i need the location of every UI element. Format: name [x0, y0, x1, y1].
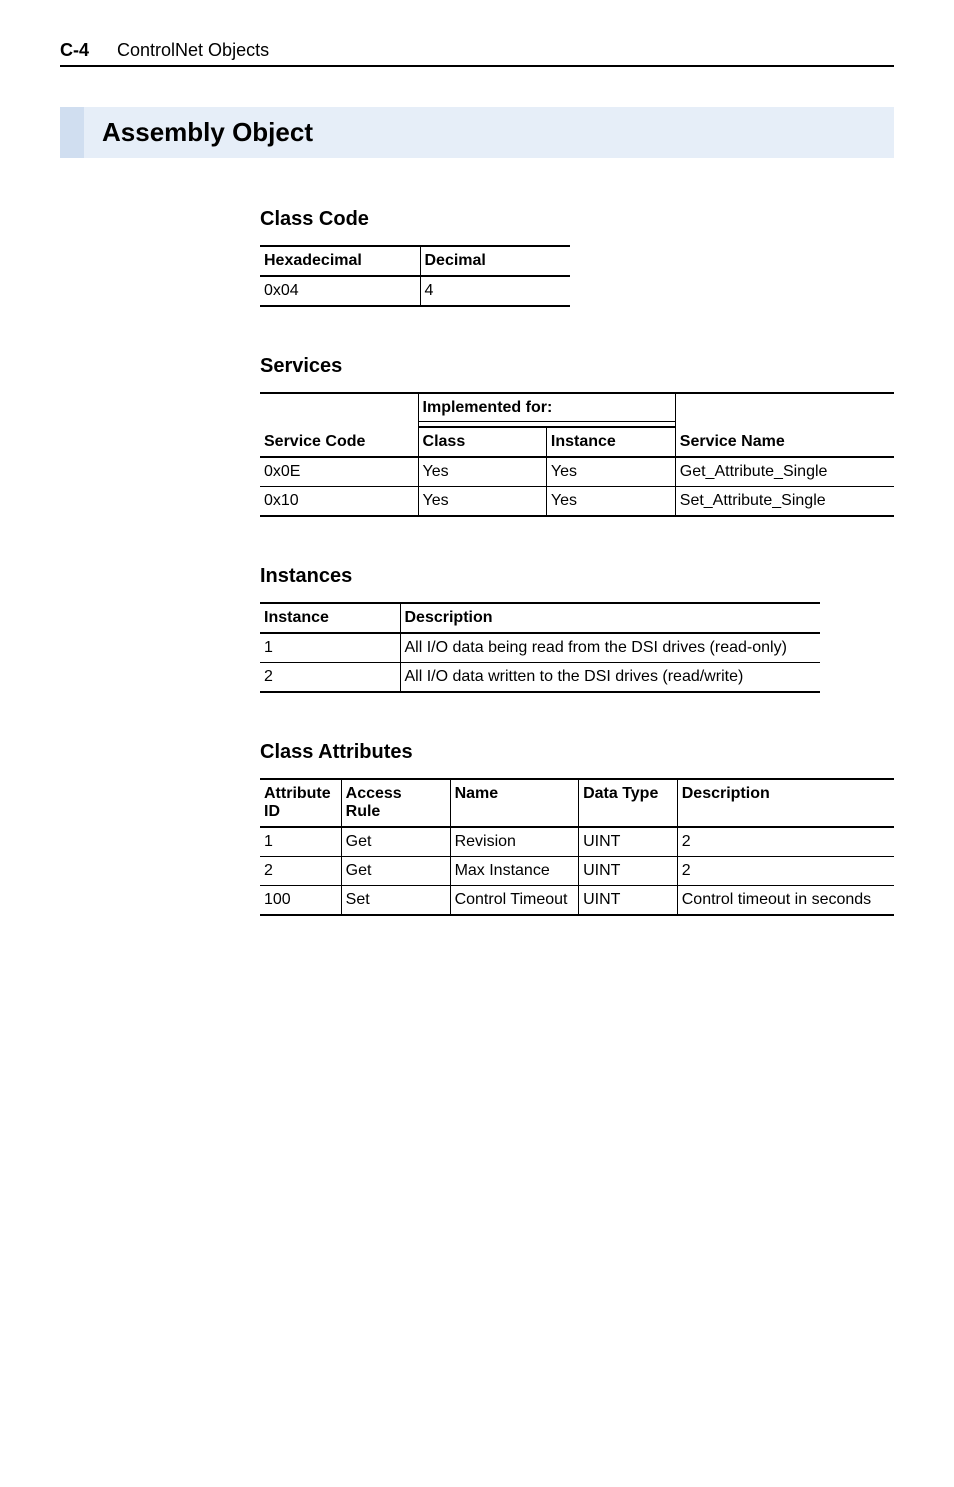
class-attributes-heading: Class Attributes — [260, 741, 894, 764]
page-header: C-4 ControlNet Objects — [60, 40, 894, 67]
table-row: 1 All I/O data being read from the DSI d… — [260, 633, 820, 663]
cell: All I/O data being read from the DSI dri… — [400, 633, 820, 663]
col-header-group: Implemented for: — [418, 393, 675, 427]
col-header: Instance — [260, 603, 400, 633]
table-row: 0x10 Yes Yes Set_Attribute_Single — [260, 487, 894, 517]
col-header: Decimal — [420, 246, 570, 276]
col-header: Description — [677, 779, 894, 827]
cell: UINT — [579, 857, 678, 886]
cell: Get — [341, 827, 450, 857]
cell: 4 — [420, 276, 570, 306]
class-attributes-table: Attribute ID Access Rule Name Data Type … — [260, 778, 894, 916]
instances-section: Instances Instance Description 1 All I/O… — [260, 565, 894, 693]
class-code-heading: Class Code — [260, 208, 894, 231]
cell: 0x0E — [260, 457, 418, 487]
col-header: Service Code — [260, 393, 418, 457]
cell: 0x04 — [260, 276, 420, 306]
table-row: 1 Get Revision UINT 2 — [260, 827, 894, 857]
cell: 1 — [260, 827, 341, 857]
table-header-row: Attribute ID Access Rule Name Data Type … — [260, 779, 894, 827]
cell: 0x10 — [260, 487, 418, 517]
table-header-row: Instance Description — [260, 603, 820, 633]
col-header: Attribute ID — [260, 779, 341, 827]
chapter-title: ControlNet Objects — [117, 40, 269, 61]
class-attributes-section: Class Attributes Attribute ID Access Rul… — [260, 741, 894, 916]
section-title: Assembly Object — [60, 107, 894, 158]
col-header: Instance — [546, 427, 675, 457]
class-code-section: Class Code Hexadecimal Decimal 0x04 4 — [260, 208, 894, 307]
cell: Revision — [450, 827, 579, 857]
col-header: Data Type — [579, 779, 678, 827]
cell: Get_Attribute_Single — [675, 457, 894, 487]
table-row: 0x04 4 — [260, 276, 570, 306]
services-heading: Services — [260, 355, 894, 378]
cell: UINT — [579, 827, 678, 857]
page-number: C-4 — [60, 40, 89, 61]
table-row: 2 All I/O data written to the DSI drives… — [260, 663, 820, 693]
table-header-row: Service Code Implemented for: Service Na… — [260, 393, 894, 427]
cell: UINT — [579, 886, 678, 916]
cell: 1 — [260, 633, 400, 663]
cell: 2 — [677, 857, 894, 886]
table-row: 2 Get Max Instance UINT 2 — [260, 857, 894, 886]
cell: Yes — [546, 487, 675, 517]
group-header-label: Implemented for: — [419, 394, 675, 422]
col-header: Access Rule — [341, 779, 450, 827]
cell: Get — [341, 857, 450, 886]
cell: All I/O data written to the DSI drives (… — [400, 663, 820, 693]
instances-table: Instance Description 1 All I/O data bein… — [260, 602, 820, 693]
col-header: Name — [450, 779, 579, 827]
cell: Yes — [418, 457, 546, 487]
col-header: Service Name — [675, 393, 894, 457]
cell: Control timeout in seconds — [677, 886, 894, 916]
cell: Yes — [418, 487, 546, 517]
class-code-table: Hexadecimal Decimal 0x04 4 — [260, 245, 570, 307]
cell: Set — [341, 886, 450, 916]
table-row: 100 Set Control Timeout UINT Control tim… — [260, 886, 894, 916]
cell: 100 — [260, 886, 341, 916]
cell: 2 — [677, 827, 894, 857]
cell: Max Instance — [450, 857, 579, 886]
cell: 2 — [260, 663, 400, 693]
table-header-row: Hexadecimal Decimal — [260, 246, 570, 276]
cell: 2 — [260, 857, 341, 886]
col-header: Description — [400, 603, 820, 633]
cell: Control Timeout — [450, 886, 579, 916]
cell: Yes — [546, 457, 675, 487]
instances-heading: Instances — [260, 565, 894, 588]
cell: Set_Attribute_Single — [675, 487, 894, 517]
col-header: Class — [418, 427, 546, 457]
services-table: Service Code Implemented for: Service Na… — [260, 392, 894, 517]
services-section: Services Service Code Implemented for: S… — [260, 355, 894, 517]
col-header: Hexadecimal — [260, 246, 420, 276]
table-row: 0x0E Yes Yes Get_Attribute_Single — [260, 457, 894, 487]
